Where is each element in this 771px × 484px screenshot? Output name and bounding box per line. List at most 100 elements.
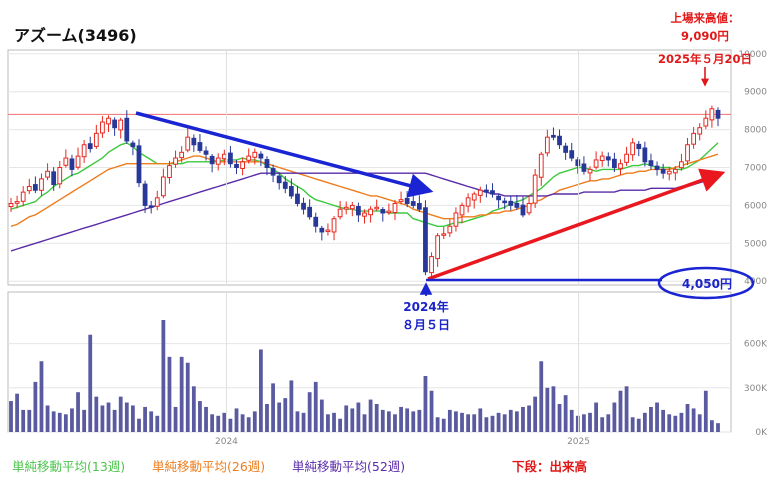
volume-bar — [228, 418, 233, 432]
legend-ma13: 単純移動平均(13週) — [12, 459, 125, 474]
candle-body — [362, 212, 367, 217]
candle-body — [416, 202, 422, 210]
volume-bar — [527, 405, 531, 432]
volume-bar — [496, 412, 501, 432]
volume-bar — [582, 414, 586, 432]
low-date-line2: ８月５日 — [402, 318, 450, 332]
ma-line-ma26 — [10, 153, 719, 227]
volume-bar — [319, 399, 324, 432]
candle-body — [441, 233, 447, 236]
candle-body — [179, 151, 185, 159]
downtrend-arrow — [135, 111, 434, 198]
candle-body — [100, 121, 105, 134]
volume-bar — [399, 406, 403, 432]
volume-bar — [51, 411, 56, 432]
volume-bar — [332, 412, 336, 432]
volume-bar — [313, 381, 318, 432]
candle-body — [557, 135, 562, 146]
volume-bar — [533, 396, 538, 432]
candle-body — [264, 159, 270, 168]
candle-body — [447, 225, 453, 234]
legend-volume-note: 下段：出来高 — [512, 459, 587, 474]
candle-body — [703, 117, 709, 127]
volume-bar — [289, 380, 294, 432]
legend-ma52: 単純移動平均(52週) — [292, 459, 405, 474]
candle-body — [685, 144, 690, 162]
volume-bar — [624, 386, 629, 432]
high-annotation-line3: 2025年５月20日 — [658, 52, 752, 66]
price-tick-label: 10000 — [738, 50, 767, 60]
candle-body — [191, 137, 197, 146]
candle-body — [240, 161, 245, 169]
volume-bar — [374, 404, 379, 432]
candle-body — [611, 158, 617, 169]
low-date-line1: 2024年 — [403, 299, 448, 314]
candle-body — [209, 155, 215, 165]
candle-body — [715, 109, 721, 119]
candle-body — [660, 168, 666, 174]
volume-bar — [326, 414, 330, 432]
candle-body — [45, 170, 50, 178]
volume-bar — [612, 402, 617, 432]
volume-bar — [703, 390, 708, 432]
volume-bar — [454, 411, 458, 432]
volume-bar — [350, 408, 355, 432]
volume-bar — [76, 392, 80, 432]
volume-bar — [301, 412, 306, 432]
candle-body — [599, 155, 605, 162]
volume-tick-label: 600K — [744, 340, 768, 350]
volume-bar — [661, 409, 666, 432]
candle-body — [301, 202, 306, 210]
x-axis: 2024 2025 — [215, 50, 590, 447]
volume-bar — [179, 356, 184, 432]
volume-bar — [307, 392, 312, 432]
volume-bar — [356, 402, 361, 432]
volume-bar — [82, 409, 87, 432]
volume-y-axis: 0K 300K 600K — [744, 340, 768, 438]
volume-bar — [210, 414, 215, 432]
volume-tick-label: 300K — [744, 384, 768, 394]
candle-body — [288, 186, 294, 197]
candle-body — [136, 145, 142, 184]
volume-bar — [252, 411, 257, 432]
volume-bar — [642, 412, 647, 432]
volume-bar — [9, 401, 13, 432]
candle-body — [221, 153, 227, 160]
price-tick-label: 8000 — [744, 126, 767, 136]
volume-bar — [405, 408, 410, 432]
candle-body — [57, 167, 63, 185]
volume-bar — [447, 409, 452, 432]
price-tick-label: 6000 — [744, 201, 767, 211]
volume-tick-label: 0K — [755, 428, 768, 438]
volume-bar — [271, 383, 275, 432]
volume-bar — [283, 398, 288, 432]
volume-bar — [649, 406, 653, 432]
volume-bar — [118, 396, 123, 432]
volume-bar — [94, 396, 99, 432]
candle-body — [423, 207, 428, 273]
volume-bar — [124, 402, 129, 432]
candle-body — [398, 199, 404, 203]
volume-bar — [484, 417, 489, 432]
candle-body — [228, 152, 233, 165]
candle-body — [526, 203, 532, 214]
candle-body — [520, 204, 526, 216]
candle-body — [331, 218, 337, 233]
candle-body — [709, 108, 715, 121]
candle-body — [490, 190, 495, 195]
volume-bar — [246, 417, 251, 432]
volume-bar — [673, 415, 678, 432]
price-y-axis: 4000 5000 6000 7000 8000 9000 10000 — [738, 50, 767, 287]
volume-bar — [100, 405, 105, 432]
volume-bar — [155, 415, 160, 432]
candle-body — [185, 136, 191, 151]
volume-bar — [70, 408, 74, 432]
candle-body — [630, 142, 636, 156]
volume-bar — [137, 418, 141, 432]
volume-bar — [258, 349, 263, 432]
volume-bar — [362, 414, 367, 432]
candle-body — [39, 178, 44, 191]
volume-bar — [569, 409, 574, 432]
volume-bar — [478, 408, 483, 432]
